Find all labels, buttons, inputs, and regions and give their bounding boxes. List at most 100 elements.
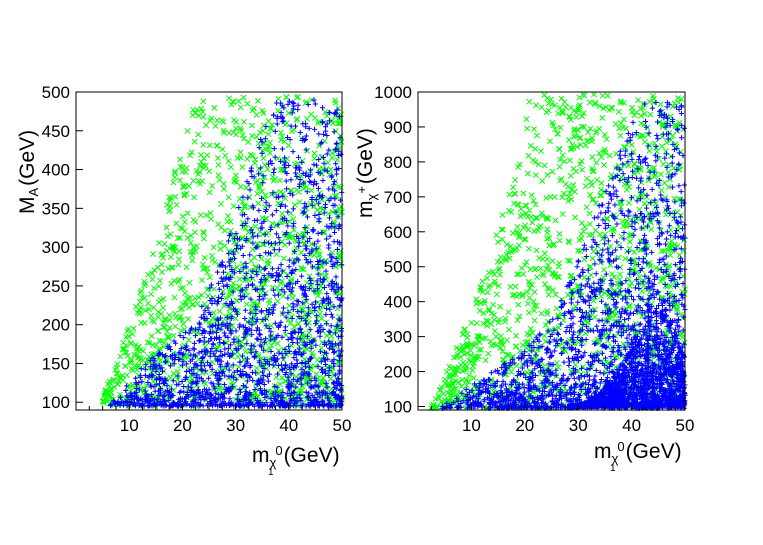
right-green-point [495, 267, 502, 274]
right-green-point [639, 288, 646, 295]
left-green-point [321, 138, 328, 145]
right-green-point [538, 310, 545, 317]
left-blue-point [220, 269, 227, 275]
left-blue-point [252, 386, 258, 393]
left-green-point [217, 246, 224, 253]
left-green-point [263, 365, 270, 372]
left-green-point [195, 112, 202, 119]
left-green-point [177, 306, 184, 313]
left-green-point [212, 122, 219, 129]
left-blue-point [266, 240, 272, 246]
left-blue-point [229, 351, 236, 357]
left-blue-point [323, 305, 330, 312]
left-green-point [210, 244, 217, 251]
left-blue-point [252, 353, 258, 359]
left-green-point [332, 97, 339, 104]
left-green-point [181, 228, 188, 235]
left-blue-point [302, 360, 309, 366]
left-green-point [163, 224, 170, 231]
left-blue-point [288, 177, 294, 183]
left-green-point [249, 132, 255, 139]
left-green-point [164, 233, 171, 240]
left-green-point [338, 203, 345, 210]
left-green-point [138, 294, 145, 301]
left-blue-point [295, 377, 301, 383]
left-green-point [179, 164, 186, 171]
left-blue-point [294, 233, 300, 239]
left-green-point [244, 155, 251, 162]
left-blue-point [315, 271, 321, 277]
left-green-point [255, 97, 261, 104]
left-green-point [282, 331, 289, 338]
left-green-point [209, 257, 216, 264]
left-blue-point [323, 321, 330, 327]
right-green-point [594, 176, 601, 183]
left-blue-point [253, 349, 259, 355]
left-blue-point [317, 276, 323, 282]
left-green-point [223, 313, 229, 320]
left-blue-point [303, 257, 309, 263]
left-blue-point [198, 314, 204, 320]
left-green-point [160, 304, 167, 311]
left-blue-point [183, 347, 189, 353]
left-blue-point [224, 314, 230, 320]
left-green-point [177, 163, 184, 170]
right-green-point [505, 326, 512, 333]
left-blue-point [161, 399, 167, 405]
left-blue-point [305, 380, 311, 386]
left-green-point [279, 133, 286, 140]
right-green-point [679, 334, 686, 341]
left-green-point [291, 323, 298, 330]
left-blue-point [316, 200, 322, 206]
left-blue-point [189, 380, 195, 386]
left-blue-point [282, 327, 288, 334]
left-blue-point [229, 266, 235, 273]
right-green-point [572, 214, 579, 221]
left-green-point [206, 142, 213, 149]
left-green-point [337, 247, 344, 254]
left-blue-point [286, 343, 292, 350]
right-blue-point [617, 152, 623, 158]
left-blue-point [138, 402, 144, 408]
right-green-point [603, 136, 610, 143]
left-blue-point [276, 247, 282, 253]
left-green-point [319, 339, 326, 346]
left-blue-point [178, 346, 184, 352]
left-green-point [186, 279, 193, 286]
left-green-point [331, 192, 338, 199]
left-green-point [315, 217, 322, 224]
left-blue-point [334, 246, 340, 253]
left-blue-point [117, 394, 124, 401]
left-blue-point [292, 123, 299, 129]
right-blue-point [637, 178, 644, 184]
left-green-point [137, 355, 144, 362]
left-green-point [200, 230, 207, 237]
left-blue-point [303, 147, 309, 153]
left-green-point [130, 325, 137, 332]
left-blue-point [234, 311, 240, 317]
left-blue-point [205, 305, 211, 311]
left-blue-point [311, 126, 318, 132]
left-blue-point [279, 146, 286, 152]
left-green-point [150, 304, 157, 311]
left-green-point [278, 278, 285, 285]
left-blue-point [179, 378, 185, 385]
left-green-point [151, 318, 157, 325]
left-blue-point [218, 295, 224, 302]
left-green-point [145, 306, 152, 313]
left-blue-point [262, 265, 269, 271]
right-green-point [531, 289, 538, 296]
left-blue-point [310, 264, 316, 270]
right-green-point [497, 303, 504, 310]
left-blue-point [267, 226, 274, 233]
left-green-point [105, 380, 111, 387]
right-green-point [468, 319, 475, 326]
left-green-point [141, 320, 148, 326]
left-green-point [276, 289, 283, 296]
left-blue-point [284, 282, 290, 288]
left-blue-point [317, 349, 323, 355]
right-green-point [539, 178, 546, 184]
left-blue-point [210, 341, 216, 347]
right-green-point [509, 230, 516, 237]
right-green-point [583, 204, 590, 211]
